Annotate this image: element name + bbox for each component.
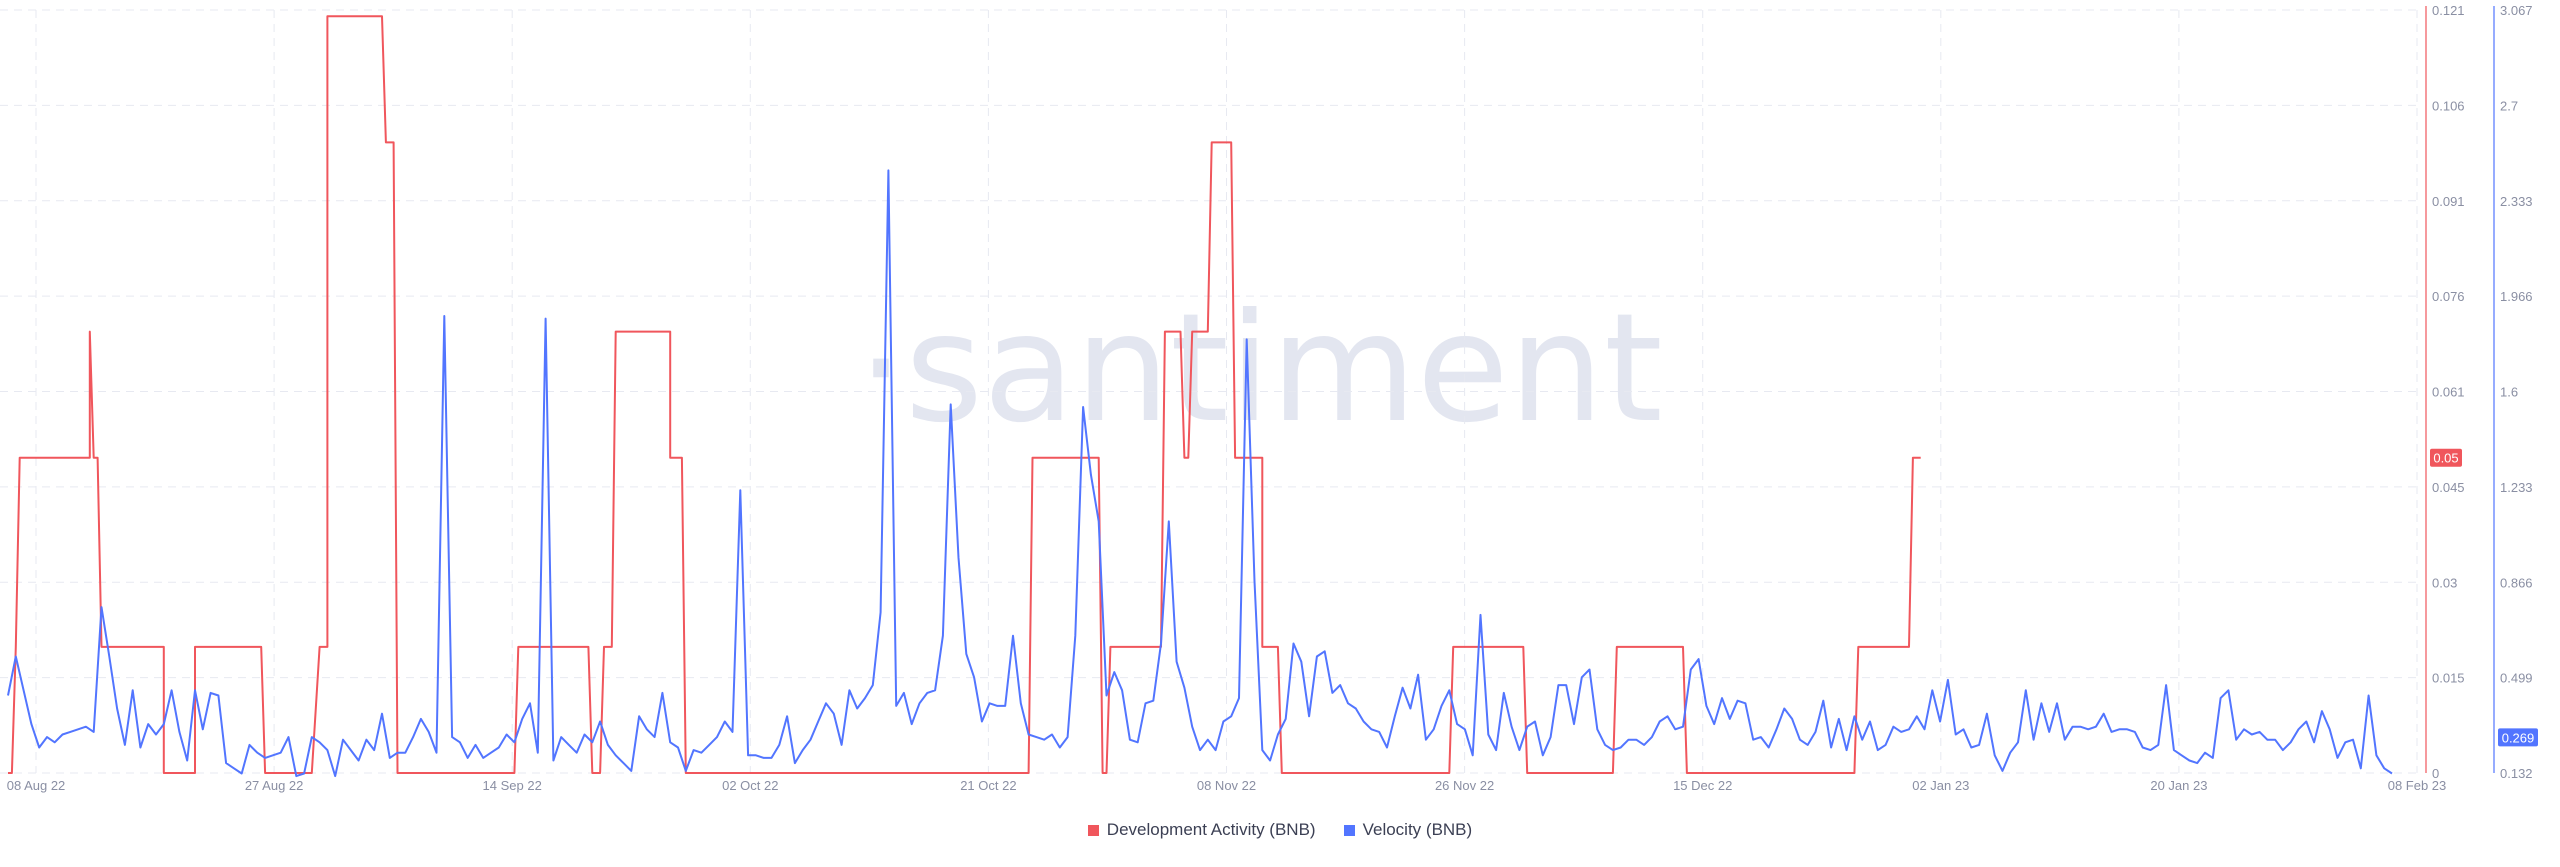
x-tick-label: 21 Oct 22 — [960, 778, 1016, 793]
legend-item-vel[interactable]: Velocity (BNB) — [1343, 820, 1473, 840]
right-tick-label: 1.6 — [2500, 385, 2518, 400]
left-tick-label: 0.03 — [2432, 575, 2457, 590]
left-tick-label: 0 — [2432, 766, 2439, 781]
x-tick-label: 08 Nov 22 — [1197, 778, 1256, 793]
left-tick-label: 0.061 — [2432, 385, 2465, 400]
dev-current-badge — [2430, 448, 2462, 467]
right-tick-label: 2.333 — [2500, 194, 2533, 209]
right-tick-label: 0.499 — [2500, 671, 2533, 686]
left-tick-label: 0.015 — [2432, 671, 2465, 686]
left-tick-label: 0.076 — [2432, 289, 2465, 304]
right-tick-label: 0.132 — [2500, 766, 2533, 781]
legend-swatch-vel — [1343, 824, 1355, 836]
legend-item-dev[interactable]: Development Activity (BNB) — [1087, 820, 1316, 840]
ticks: 0 0.132 0.015 0.499 0.03 0.866 0.045 1.233 0.061… — [7, 3, 2533, 793]
x-tick-label: 08 Aug 22 — [7, 778, 66, 793]
right-tick-label: 1.233 — [2500, 480, 2533, 495]
dev-current-value: 0.05 — [2433, 451, 2458, 466]
x-tick-label: 02 Oct 22 — [722, 778, 778, 793]
legend: Development Activity (BNB) Velocity (BNB… — [0, 820, 2560, 840]
legend-label-vel: Velocity (BNB) — [1362, 820, 1473, 839]
x-tick-label: 14 Sep 22 — [483, 778, 542, 793]
santiment-watermark: ·santiment — [857, 282, 1663, 456]
left-tick-label: 0.045 — [2432, 480, 2465, 495]
dev-activity-line — [8, 15, 1921, 774]
x-tick-label: 15 Dec 22 — [1673, 778, 1732, 793]
axes — [2425, 6, 2495, 773]
series — [7, 15, 2393, 778]
x-tick-label: 08 Feb 23 — [2388, 778, 2447, 793]
right-tick-label: 2.7 — [2500, 98, 2518, 113]
velocity-line — [7, 169, 2393, 778]
x-tick-label: 27 Aug 22 — [245, 778, 304, 793]
left-tick-label: 0.106 — [2432, 98, 2465, 113]
left-tick-label: 0.091 — [2432, 194, 2465, 209]
right-tick-label: 0.866 — [2500, 575, 2533, 590]
legend-label-dev: Development Activity (BNB) — [1106, 820, 1316, 839]
left-tick-label: 0.121 — [2432, 3, 2465, 18]
x-tick-label: 02 Jan 23 — [1912, 778, 1969, 793]
velocity-current-value: 0.269 — [2502, 730, 2535, 745]
x-tick-label: 26 Nov 22 — [1435, 778, 1494, 793]
x-tick-label: 20 Jan 23 — [2150, 778, 2207, 793]
grid — [0, 9, 2422, 774]
current-value-badges: 0.05 0.269 — [2430, 448, 2538, 747]
right-tick-label: 3.067 — [2500, 3, 2533, 18]
legend-swatch-dev — [1087, 824, 1099, 836]
velocity-current-badge — [2498, 728, 2538, 747]
right-tick-label: 1.966 — [2500, 289, 2533, 304]
